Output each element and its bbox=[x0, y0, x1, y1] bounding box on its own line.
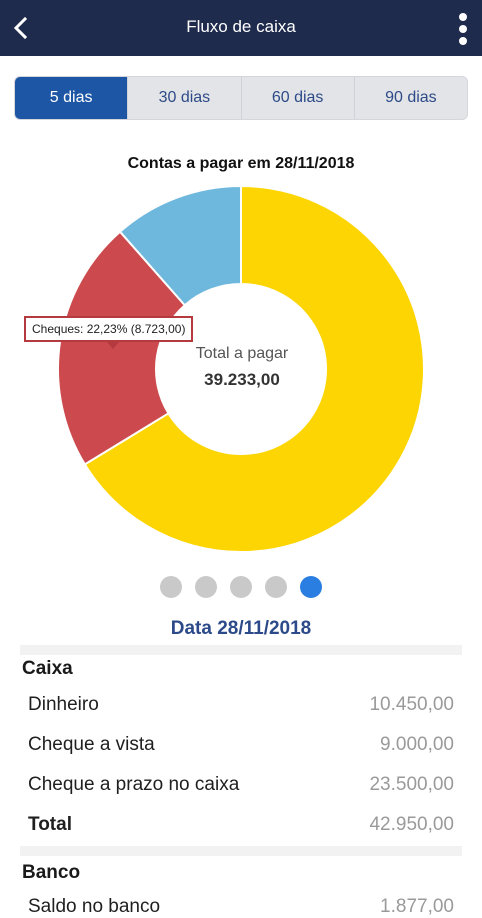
caixa-row: Dinheiro 10.450,00 bbox=[20, 694, 462, 716]
page-title: Fluxo de caixa bbox=[186, 17, 296, 36]
app-bar: Fluxo de caixa bbox=[0, 0, 482, 56]
caixa-section: Caixa Dinheiro 10.450,00 Cheque a vista … bbox=[20, 645, 462, 918]
page-dot[interactable] bbox=[160, 576, 182, 598]
section-separator bbox=[20, 846, 462, 856]
caixa-heading: Caixa bbox=[22, 658, 73, 679]
page-indicator bbox=[0, 576, 482, 598]
donut-center-label: Total a pagar bbox=[195, 345, 289, 362]
detail-date-title: Data 28/11/2018 bbox=[170, 618, 312, 639]
donut-slice-1[interactable] bbox=[57, 230, 187, 466]
page-dot[interactable] bbox=[195, 576, 217, 598]
total-value: 42.950,00 bbox=[369, 814, 454, 835]
tooltip-pointer bbox=[106, 341, 120, 349]
donut-slice-2[interactable] bbox=[118, 184, 242, 307]
row-value: 1.877,00 bbox=[380, 896, 454, 917]
chart-tooltip: Cheques: 22,23% (8.723,00) bbox=[24, 316, 194, 349]
more-options-icon[interactable] bbox=[458, 12, 468, 46]
donut-slice-0[interactable] bbox=[83, 184, 425, 553]
total-label: Total bbox=[28, 814, 72, 835]
row-value: 23.500,00 bbox=[369, 774, 454, 795]
chart-title: Contas a pagar em 28/11/2018 bbox=[127, 155, 355, 172]
page-dot[interactable] bbox=[265, 576, 287, 598]
caixa-row: Cheque a vista 9.000,00 bbox=[20, 734, 462, 756]
row-label: Cheque a prazo no caixa bbox=[28, 774, 240, 795]
tab-90-dias[interactable]: 90 dias bbox=[353, 77, 467, 119]
donut-center-value: 39.233,00 bbox=[204, 370, 280, 389]
row-value: 9.000,00 bbox=[380, 734, 454, 755]
section-separator bbox=[20, 645, 462, 655]
row-label: Dinheiro bbox=[28, 694, 99, 715]
page-dot[interactable] bbox=[230, 576, 252, 598]
donut-chart[interactable] bbox=[0, 178, 482, 560]
tab-5-dias[interactable]: 5 dias bbox=[15, 77, 128, 119]
tab-60-dias[interactable]: 60 dias bbox=[240, 77, 354, 119]
caixa-row: Cheque a prazo no caixa 23.500,00 bbox=[20, 774, 462, 796]
row-label: Saldo no banco bbox=[28, 896, 161, 917]
banco-row: Saldo no banco 1.877,00 bbox=[20, 896, 462, 918]
caixa-total-row: Total 42.950,00 bbox=[20, 814, 462, 836]
row-value: 10.450,00 bbox=[369, 694, 454, 715]
period-tabs: 5 dias 30 dias 60 dias 90 dias bbox=[14, 76, 468, 120]
tab-30-dias[interactable]: 30 dias bbox=[127, 77, 240, 119]
page-dot-active[interactable] bbox=[300, 576, 322, 598]
back-arrow-icon[interactable] bbox=[8, 14, 36, 42]
tooltip-text: Cheques: 22,23% (8.723,00) bbox=[32, 322, 186, 336]
banco-heading: Banco bbox=[22, 862, 81, 883]
row-label: Cheque a vista bbox=[28, 734, 155, 755]
